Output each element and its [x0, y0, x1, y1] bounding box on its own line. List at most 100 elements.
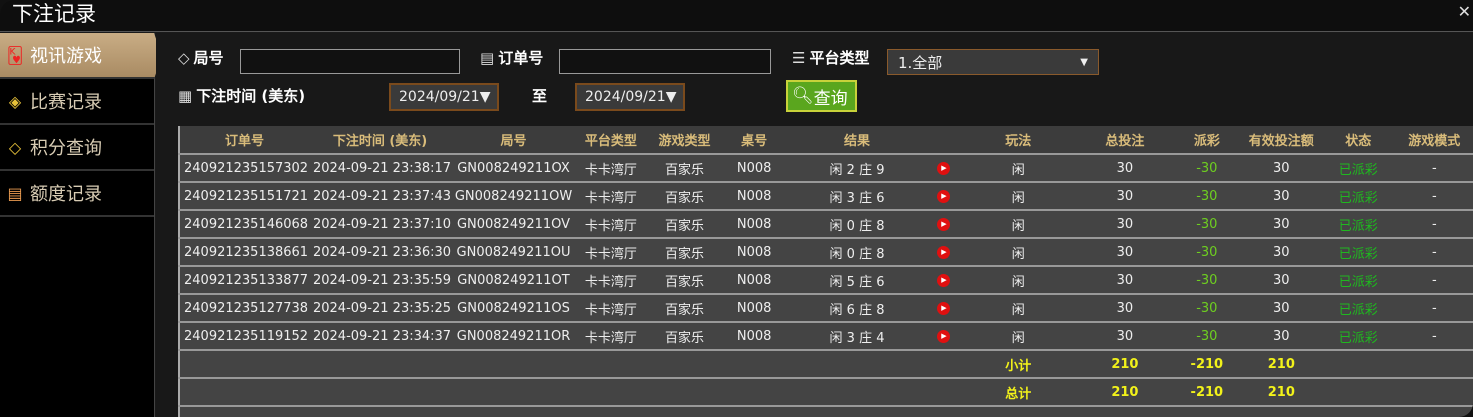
- playing-cards-icon: 🂾: [6, 45, 24, 65]
- table-row: 240921235151721 2024-09-21 23:37:43 GN0082…: [179, 182, 1473, 211]
- status-cell: 已派彩: [1321, 154, 1396, 183]
- platform-cell: 卡卡湾厅: [575, 266, 646, 295]
- sidebar-item-label: 额度记录: [30, 184, 102, 205]
- date-from-picker[interactable]: 2024/09/21 ▼: [389, 83, 499, 111]
- table-no-cell: N008: [723, 322, 786, 351]
- bet-time-cell: 2024-09-21 23:37:43: [308, 182, 452, 211]
- game-mode-cell: -: [1395, 182, 1473, 211]
- result-cell: 闲 0 庄 8: [785, 238, 930, 267]
- payout-cell: -30: [1172, 182, 1242, 211]
- order-no-cell: 240921235127738: [179, 294, 309, 323]
- play-video-icon[interactable]: ▶: [937, 273, 951, 287]
- bet-type-cell: 闲: [958, 154, 1078, 183]
- sidebar-item-label: 积分查询: [30, 138, 102, 159]
- replay-cell: ▶: [929, 210, 959, 239]
- bet-time-cell: 2024-09-21 23:38:17: [308, 154, 452, 183]
- sidebar: 🂾 视讯游戏 ◈ 比赛记录 ◇ 积分查询 ▤ 额度记录: [0, 33, 162, 417]
- column-header: 派彩: [1172, 126, 1242, 155]
- column-header: 游戏类型: [645, 126, 724, 155]
- round-no-cell: GN008249211OT: [451, 266, 576, 295]
- platform-label: ☰ 平台类型: [792, 47, 869, 68]
- play-video-icon[interactable]: ▶: [937, 217, 951, 231]
- title-bar: 下注记录 ✕: [0, 0, 1473, 32]
- empty-cell: [179, 378, 959, 407]
- result-cell: 闲 0 庄 8: [785, 210, 930, 239]
- play-video-icon[interactable]: ▶: [937, 161, 951, 175]
- sidebar-item-points[interactable]: ◇ 积分查询: [0, 125, 154, 171]
- round-no-cell: GN008249211OU: [451, 238, 576, 267]
- play-video-icon[interactable]: ▶: [937, 245, 951, 259]
- result-cell: 闲 2 庄 9: [785, 154, 930, 183]
- total-bet-cell: 30: [1077, 238, 1173, 267]
- valid-bet-cell: 30: [1241, 154, 1322, 183]
- replay-cell: ▶: [929, 154, 959, 183]
- sidebar-item-credit-records[interactable]: ▤ 额度记录: [0, 171, 154, 217]
- order-no-cell: 240921235119152: [179, 322, 309, 351]
- column-header: 结果: [785, 126, 930, 155]
- game-type-cell: 百家乐: [645, 322, 724, 351]
- time-label: ▦ 下注时间 (美东): [178, 85, 305, 106]
- bet-type-cell: 闲: [958, 238, 1078, 267]
- game-mode-cell: -: [1395, 238, 1473, 267]
- date-to-picker[interactable]: 2024/09/21 ▼: [575, 83, 685, 111]
- sidebar-item-match-records[interactable]: ◈ 比赛记录: [0, 79, 154, 125]
- payout-cell: -30: [1172, 266, 1242, 295]
- server-icon: ☰: [792, 48, 806, 67]
- order-no-cell: 240921235157302: [179, 154, 309, 183]
- column-header: 游戏模式: [1395, 126, 1473, 155]
- bet-time-cell: 2024-09-21 23:35:25: [308, 294, 452, 323]
- subtotal-label: 小计: [958, 350, 1078, 379]
- play-video-icon[interactable]: ▶: [937, 189, 951, 203]
- query-button[interactable]: 🔍︎ 查询: [786, 80, 857, 112]
- time-label-text: 下注时间 (美东): [196, 87, 306, 105]
- chevron-down-icon: ▼: [1080, 56, 1088, 68]
- column-header: 有效投注额: [1241, 126, 1322, 155]
- total-payout: -210: [1172, 378, 1242, 407]
- order-input[interactable]: [559, 49, 771, 74]
- bet-type-cell: 闲: [958, 294, 1078, 323]
- result-cell: 闲 5 庄 6: [785, 266, 930, 295]
- platform-value: 1.全部: [898, 53, 943, 72]
- bet-time-cell: 2024-09-21 23:36:30: [308, 238, 452, 267]
- empty-cell: [1321, 378, 1473, 407]
- platform-cell: 卡卡湾厅: [575, 238, 646, 267]
- round-no-cell: GN008249211OX: [451, 154, 576, 183]
- column-header: 玩法: [958, 126, 1078, 155]
- game-type-cell: 百家乐: [645, 210, 724, 239]
- valid-bet-cell: 30: [1241, 182, 1322, 211]
- table-row: 240921235119152 2024-09-21 23:34:37 GN0082…: [179, 322, 1473, 351]
- query-label: 查询: [813, 88, 848, 109]
- sidebar-item-live-games[interactable]: 🂾 视讯游戏: [0, 33, 162, 79]
- status-cell: 已派彩: [1321, 322, 1396, 351]
- result-cell: 闲 3 庄 4: [785, 322, 930, 351]
- table-row: 240921235133877 2024-09-21 23:35:59 GN0082…: [179, 266, 1473, 295]
- platform-cell: 卡卡湾厅: [575, 210, 646, 239]
- bet-time-cell: 2024-09-21 23:37:10: [308, 210, 452, 239]
- status-cell: 已派彩: [1321, 210, 1396, 239]
- replay-cell: ▶: [929, 294, 959, 323]
- round-input[interactable]: [240, 49, 460, 74]
- platform-cell: 卡卡湾厅: [575, 154, 646, 183]
- platform-select[interactable]: 1.全部 ▼: [887, 49, 1099, 75]
- game-mode-cell: -: [1395, 294, 1473, 323]
- bet-type-cell: 闲: [958, 266, 1078, 295]
- play-video-icon[interactable]: ▶: [937, 329, 951, 343]
- search-icon: 🔍︎: [792, 86, 814, 106]
- table-no-cell: N008: [723, 266, 786, 295]
- main-panel: ◇ 局号 ▤ 订单号 ☰ 平台类型 1.全部 ▼ ▦ 下注时间 (美东) 2024/09/…: [156, 33, 1473, 417]
- date-from-value: 2024/09/21: [399, 89, 480, 105]
- bet-records-table: 订单号 下注时间 (美东) 局号 平台类型 游戏类型 桌号 结果 玩法 总投注 派彩 有效投注额 状态…: [178, 126, 1473, 417]
- column-header: 状态: [1321, 126, 1396, 155]
- column-header: 订单号: [179, 126, 309, 155]
- clipboard-icon: ▤: [480, 48, 495, 67]
- replay-cell: ▶: [929, 266, 959, 295]
- game-type-cell: 百家乐: [645, 238, 724, 267]
- close-icon[interactable]: ✕: [1457, 2, 1471, 21]
- table-no-cell: N008: [723, 238, 786, 267]
- status-cell: 已派彩: [1321, 238, 1396, 267]
- play-video-icon[interactable]: ▶: [937, 301, 951, 315]
- round-no-cell: GN008249211OV: [451, 210, 576, 239]
- round-no-cell: GN008249211OS: [451, 294, 576, 323]
- platform-cell: 卡卡湾厅: [575, 182, 646, 211]
- payout-cell: -30: [1172, 210, 1242, 239]
